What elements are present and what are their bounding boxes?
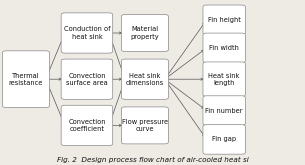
Text: Fin gap: Fin gap [212,136,236,142]
Text: Fig. 2  Design process flow chart of air-cooled heat si: Fig. 2 Design process flow chart of air-… [57,156,248,163]
Text: Conduction of
heat sink: Conduction of heat sink [64,26,110,40]
Text: Fin width: Fin width [209,45,239,51]
FancyBboxPatch shape [203,62,245,96]
FancyBboxPatch shape [61,59,113,99]
Text: Heat sink
length: Heat sink length [209,73,240,86]
FancyBboxPatch shape [2,51,49,108]
FancyBboxPatch shape [61,105,113,146]
FancyBboxPatch shape [121,59,168,99]
FancyBboxPatch shape [203,96,245,125]
Text: Flow pressure
curve: Flow pressure curve [122,119,168,132]
Text: Fin number: Fin number [206,108,243,114]
FancyBboxPatch shape [121,15,168,51]
FancyBboxPatch shape [203,125,245,154]
Text: Material
property: Material property [131,26,159,40]
Text: Thermal
resistance: Thermal resistance [9,73,43,86]
Text: Fin height: Fin height [208,17,241,23]
Text: Heat sink
dimensions: Heat sink dimensions [126,73,164,86]
FancyBboxPatch shape [203,5,245,35]
Text: Convection
coefficient: Convection coefficient [68,119,106,132]
FancyBboxPatch shape [203,33,245,63]
FancyBboxPatch shape [121,107,168,144]
Text: Convection
surface area: Convection surface area [66,73,108,86]
FancyBboxPatch shape [61,13,113,53]
